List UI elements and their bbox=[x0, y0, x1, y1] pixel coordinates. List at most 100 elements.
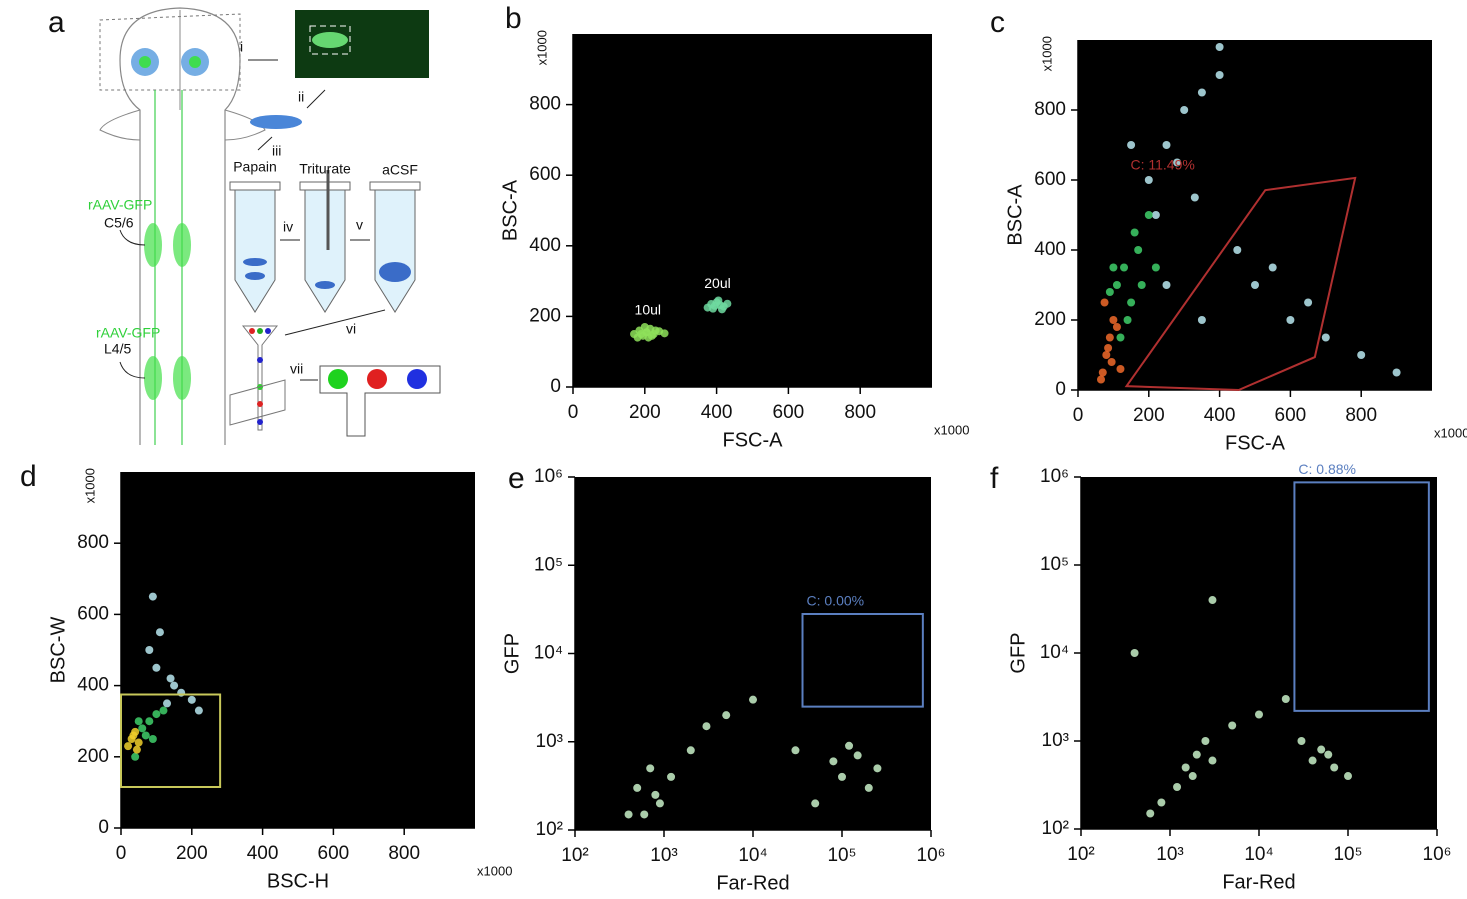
point bbox=[1297, 737, 1306, 745]
point bbox=[177, 688, 186, 697]
x-tick-label: 10⁴ bbox=[738, 845, 767, 866]
sorted-cells bbox=[328, 369, 427, 389]
point bbox=[1144, 211, 1153, 219]
point bbox=[1116, 365, 1125, 373]
y-scale-note: x1000 bbox=[534, 30, 549, 65]
point bbox=[864, 783, 873, 792]
neurons bbox=[131, 48, 209, 76]
y-tick-label: 600 bbox=[77, 603, 109, 624]
x-tick-label: 400 bbox=[1204, 405, 1236, 426]
y-tick-label: 10⁶ bbox=[1040, 466, 1069, 487]
y-tick-label: 400 bbox=[77, 675, 109, 696]
point bbox=[1144, 176, 1153, 184]
point bbox=[811, 799, 820, 808]
tube-label: Triturate bbox=[299, 161, 351, 177]
x-tick-label: 400 bbox=[247, 843, 279, 864]
point bbox=[1097, 375, 1106, 384]
point bbox=[1100, 298, 1109, 307]
y-tick-label: 10⁶ bbox=[534, 466, 563, 487]
x-axis-label: FSC-A bbox=[723, 429, 784, 451]
section-plane bbox=[99, 13, 241, 91]
point bbox=[1120, 263, 1129, 272]
point bbox=[1112, 323, 1121, 331]
point bbox=[166, 674, 175, 683]
point bbox=[141, 731, 150, 740]
point bbox=[187, 695, 196, 704]
step: v bbox=[356, 217, 363, 233]
gate-label: C: 11.49% bbox=[1130, 157, 1194, 173]
point bbox=[1392, 368, 1401, 377]
point bbox=[829, 757, 838, 766]
plot-area bbox=[573, 34, 932, 387]
nozzle bbox=[241, 325, 279, 431]
point bbox=[655, 799, 664, 808]
point bbox=[159, 706, 168, 715]
x-tick-label: 10⁶ bbox=[917, 845, 946, 866]
point bbox=[646, 764, 655, 773]
point bbox=[1107, 358, 1116, 366]
point bbox=[1105, 333, 1114, 342]
point bbox=[1201, 737, 1210, 745]
gate bbox=[801, 613, 924, 708]
y-tick-label: 200 bbox=[1034, 309, 1066, 330]
x-axis-label: BSC-H bbox=[267, 870, 329, 892]
point bbox=[1197, 88, 1206, 97]
point bbox=[152, 663, 161, 672]
virus-label: rAAV-GFP bbox=[88, 197, 152, 213]
x-tick-label: 200 bbox=[1133, 405, 1165, 426]
point bbox=[148, 735, 157, 743]
y-tick-label: 200 bbox=[77, 746, 109, 767]
point bbox=[1321, 333, 1330, 342]
point bbox=[853, 751, 862, 760]
point bbox=[1344, 772, 1352, 781]
y-tick-label: 0 bbox=[1055, 379, 1066, 400]
y-tick-label: 10³ bbox=[1042, 730, 1069, 751]
droplets bbox=[249, 328, 271, 425]
arrow bbox=[119, 229, 146, 379]
y-tick-label: 10² bbox=[536, 819, 563, 840]
point bbox=[1157, 798, 1166, 807]
point bbox=[1112, 281, 1121, 289]
y-tick-label: 400 bbox=[1034, 239, 1066, 260]
arrow bbox=[284, 309, 386, 336]
y-scale-note: x1000 bbox=[82, 468, 97, 503]
point bbox=[1123, 316, 1132, 324]
point bbox=[1162, 141, 1171, 149]
y-tick-label: 200 bbox=[529, 305, 561, 326]
x-scale-note: x1000 bbox=[1434, 425, 1467, 440]
y-axis-label: GFP bbox=[501, 633, 523, 674]
x-tick-label: 600 bbox=[773, 402, 805, 423]
point bbox=[152, 710, 161, 719]
x-tick-label: 0 bbox=[1073, 405, 1084, 426]
plot-area bbox=[121, 472, 475, 828]
point bbox=[1109, 316, 1118, 324]
point bbox=[686, 746, 695, 755]
point bbox=[1104, 344, 1113, 352]
x-tick-label: 10² bbox=[561, 845, 588, 866]
gfp-glow bbox=[144, 223, 191, 400]
gate bbox=[120, 693, 222, 789]
plot-area bbox=[1078, 40, 1432, 390]
point bbox=[138, 724, 147, 733]
step: ii bbox=[298, 89, 304, 105]
gate bbox=[1293, 481, 1430, 712]
point bbox=[1215, 71, 1224, 79]
point bbox=[145, 717, 154, 726]
point bbox=[1130, 649, 1139, 657]
point bbox=[1233, 246, 1242, 254]
point bbox=[749, 695, 757, 704]
panel-label: e bbox=[508, 462, 525, 495]
roi bbox=[309, 25, 351, 55]
brain-outline bbox=[99, 109, 266, 141]
y-axis-label: BSC-W bbox=[47, 617, 69, 684]
x-tick-label: 10⁴ bbox=[1244, 844, 1273, 865]
point bbox=[845, 741, 854, 750]
x-tick-label: 10³ bbox=[1156, 844, 1183, 865]
point bbox=[1130, 228, 1139, 237]
plot-area bbox=[1081, 477, 1437, 829]
point bbox=[1255, 710, 1263, 719]
y-tick-label: 10⁴ bbox=[1040, 642, 1069, 663]
point bbox=[1137, 281, 1146, 289]
y-tick-label: 10⁵ bbox=[534, 554, 563, 575]
